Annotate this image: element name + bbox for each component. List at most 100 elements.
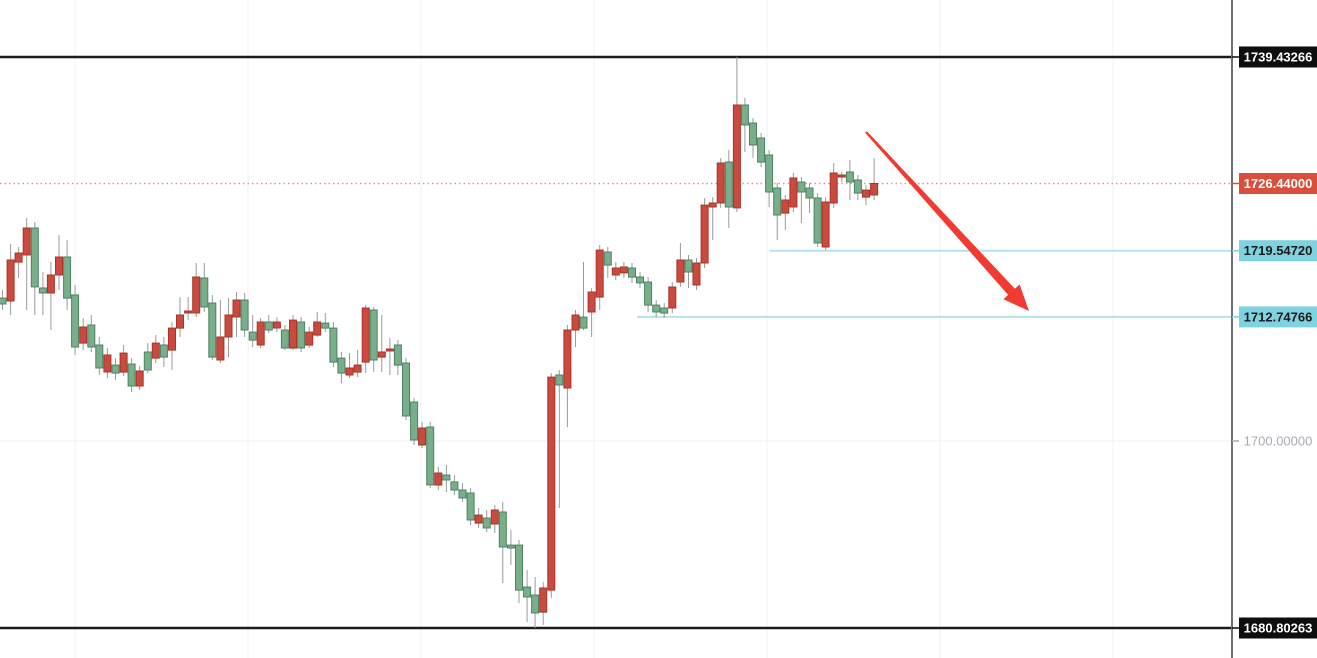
- candle-body: [716, 162, 725, 204]
- candle-body: [628, 267, 636, 278]
- candle-body: [143, 351, 152, 371]
- candle-body: [781, 199, 790, 214]
- candle-body: [289, 319, 297, 349]
- price-label-box: [1239, 46, 1317, 68]
- candle-body: [232, 299, 241, 318]
- candle-body: [821, 201, 830, 248]
- candle-body: [256, 321, 265, 346]
- candle-body: [813, 197, 822, 244]
- candle-body: [6, 259, 15, 302]
- candle-body: [732, 104, 741, 209]
- candle-body: [272, 321, 281, 329]
- candle-body: [418, 427, 427, 446]
- price-label-box: [1239, 306, 1317, 328]
- candle-body: [724, 161, 733, 208]
- candle-body: [353, 364, 362, 373]
- candle-body: [95, 344, 104, 369]
- candle-body: [393, 344, 402, 366]
- candle-body: [280, 329, 289, 349]
- candle-body: [579, 316, 588, 329]
- candle-body: [434, 472, 443, 486]
- price-label: 1680.80263: [1244, 621, 1313, 636]
- candle-body: [870, 183, 879, 196]
- candle-body: [547, 376, 556, 591]
- candle-body: [490, 509, 499, 525]
- candle-body: [55, 256, 63, 276]
- price-label: 1719.54720: [1244, 243, 1313, 258]
- candle-body: [571, 314, 580, 331]
- candle-body: [361, 307, 370, 363]
- candle-body: [474, 514, 483, 524]
- candle-body: [603, 251, 612, 266]
- candle-body: [563, 329, 572, 389]
- candle-body: [515, 544, 523, 591]
- candle-body: [482, 517, 491, 529]
- candle-body: [426, 426, 435, 486]
- candle-body: [450, 481, 459, 491]
- candle-body: [224, 314, 233, 338]
- candle-body: [22, 227, 31, 256]
- candle-body: [103, 354, 112, 373]
- candle-body: [757, 137, 766, 163]
- price-label-box: [1239, 173, 1317, 194]
- candle-body: [38, 287, 47, 294]
- candle-body: [184, 310, 193, 314]
- candle-body: [264, 321, 273, 331]
- candle-body: [385, 348, 394, 352]
- candle-body: [862, 189, 870, 198]
- candle-body: [676, 259, 685, 283]
- candle-body: [773, 187, 782, 216]
- candle-body: [587, 291, 596, 313]
- candle-body: [135, 370, 144, 387]
- price-label: 1712.74766: [1244, 309, 1313, 324]
- candle-body: [63, 256, 72, 299]
- candle-body: [30, 227, 39, 288]
- candle-body: [345, 367, 354, 376]
- candle-body: [369, 309, 378, 361]
- candle-body: [127, 363, 136, 387]
- candle-body: [523, 586, 532, 598]
- candle-body: [151, 342, 160, 359]
- candle-body: [498, 511, 507, 548]
- candle-body: [845, 171, 854, 183]
- down-trend-arrow[interactable]: [865, 131, 1029, 311]
- candle-body: [619, 266, 628, 274]
- candle-body: [329, 327, 338, 363]
- candle-body: [111, 364, 120, 374]
- candle-body: [248, 331, 257, 341]
- candle-body: [684, 259, 693, 273]
- candle-body: [176, 314, 184, 329]
- candle-body: [0, 297, 7, 305]
- candle-body: [297, 321, 306, 349]
- candle-body: [611, 267, 620, 276]
- price-label: 1739.43266: [1244, 50, 1313, 65]
- candle-body: [692, 262, 701, 286]
- candle-body: [200, 277, 209, 308]
- candle-body: [410, 401, 419, 441]
- candle-body: [71, 294, 80, 348]
- candle-body: [644, 281, 653, 306]
- candle-body: [466, 492, 475, 521]
- price-label: 1700.00000: [1244, 434, 1313, 449]
- candle-body: [636, 276, 644, 284]
- candle-body: [240, 299, 249, 331]
- candle-body: [708, 202, 717, 208]
- candle-body: [46, 274, 55, 294]
- candle-body: [539, 587, 548, 613]
- candle-body: [837, 174, 846, 178]
- price-label-box: [1239, 617, 1317, 639]
- candle-body: [700, 204, 709, 264]
- candle-body: [337, 357, 346, 374]
- candle-body: [789, 177, 798, 208]
- candle-body: [192, 276, 201, 314]
- candle-body: [853, 179, 862, 194]
- candle-body: [829, 172, 838, 204]
- candle-body: [377, 351, 386, 358]
- candle-body: [216, 336, 225, 361]
- candle-body: [79, 326, 88, 344]
- candle-body: [442, 474, 451, 481]
- candle-body: [119, 352, 128, 373]
- candle-body: [555, 374, 564, 386]
